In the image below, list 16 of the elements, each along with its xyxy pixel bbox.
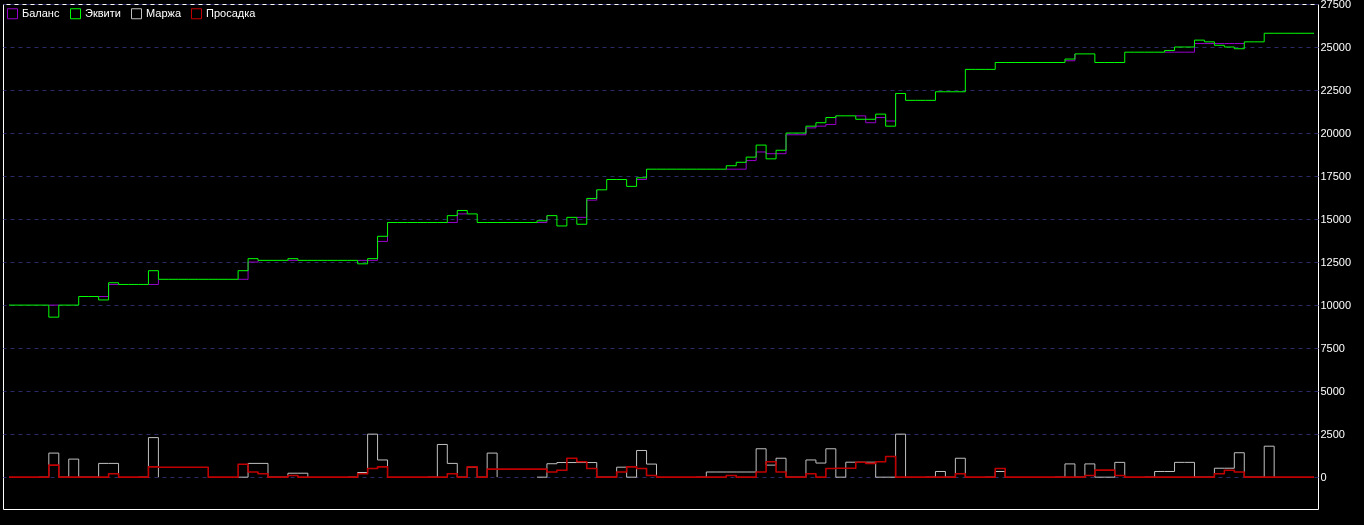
y-tick-label: 25000 — [1320, 40, 1352, 53]
y-tick-label: 7500 — [1320, 341, 1345, 354]
y-tick-label: 17500 — [1320, 169, 1352, 182]
y-tick-label: 0 — [1320, 470, 1327, 483]
y-tick-label: 20000 — [1320, 126, 1352, 139]
y-tick-label: 12500 — [1320, 255, 1352, 268]
legend-label: Баланс — [22, 6, 60, 19]
y-tick-label: 2500 — [1320, 427, 1345, 440]
y-tick-label: 27500 — [1320, 0, 1352, 10]
legend-label: Просадка — [206, 6, 257, 19]
y-tick-label: 22500 — [1320, 83, 1352, 96]
legend-label: Эквити — [85, 6, 121, 19]
y-tick-label: 5000 — [1320, 384, 1345, 397]
legend-label: Маржа — [146, 6, 182, 19]
y-tick-label: 15000 — [1320, 212, 1352, 225]
y-tick-label: 10000 — [1320, 298, 1352, 311]
